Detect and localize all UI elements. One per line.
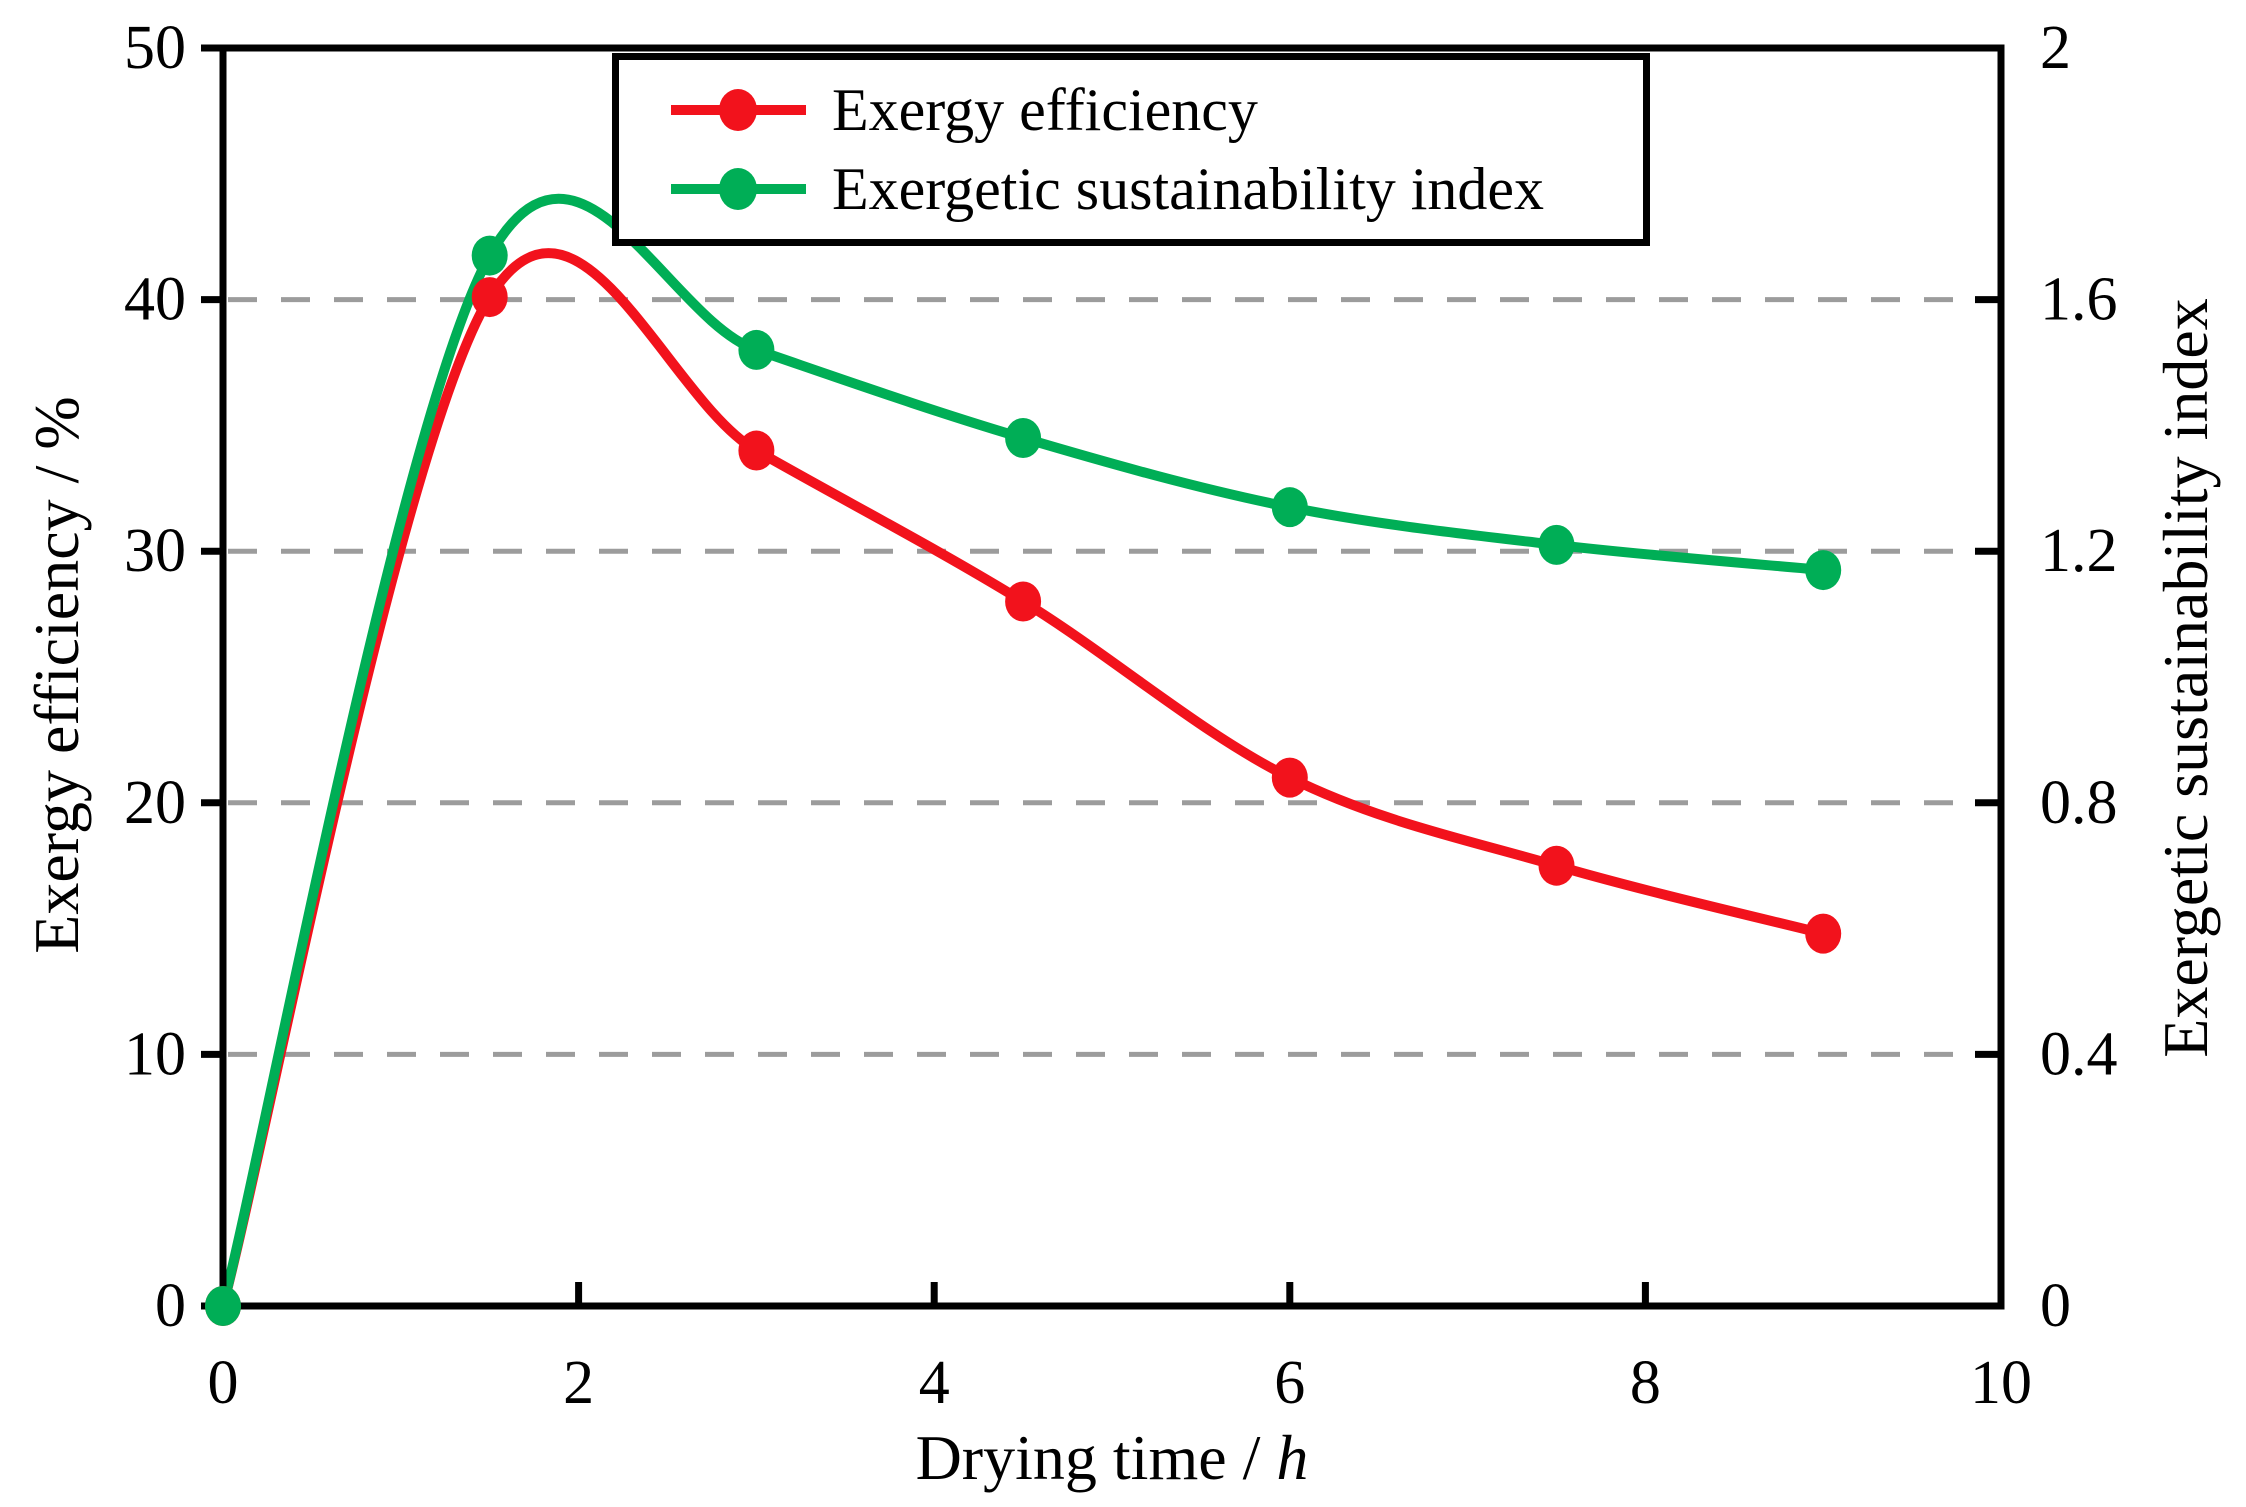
- data-point-marker: [1805, 913, 1842, 954]
- axis-ticks: [201, 44, 2005, 1310]
- y-left-tick-label: 40: [124, 266, 186, 334]
- data-point-marker: [1538, 524, 1575, 565]
- y-left-tick-label: 0: [155, 1272, 186, 1340]
- x-axis-title: Drying time / h: [916, 1421, 1309, 1495]
- gridlines: [228, 297, 1996, 1057]
- data-point-marker: [1538, 845, 1575, 886]
- legend-marker-red-icon: [671, 88, 806, 131]
- series-line-1: [218, 193, 1824, 1308]
- y-right-axis-title: Exergetic sustainability index: [2150, 298, 2221, 1058]
- x-tick-label: 0: [208, 1349, 239, 1417]
- series-line-0: [218, 248, 1825, 1308]
- data-point-marker: [471, 277, 508, 318]
- plot-border: [219, 44, 2005, 1310]
- data-point-marker: [471, 235, 508, 276]
- x-axis-title-unit: h: [1276, 1422, 1309, 1493]
- data-point-marker: [738, 329, 775, 370]
- legend-entry-exergetic-sustainability-index: Exergetic sustainability index: [671, 159, 1643, 219]
- legend-label-exergetic-sustainability-index: Exergetic sustainability index: [832, 156, 1545, 223]
- legend-marker-green-icon: [671, 168, 806, 211]
- data-point-marker: [1005, 581, 1042, 622]
- y-left-tick-label: 10: [124, 1020, 186, 1088]
- x-tick-label: 2: [563, 1349, 594, 1417]
- data-point-marker: [1271, 757, 1308, 798]
- x-tick-label: 8: [1630, 1349, 1661, 1417]
- data-point-markers: [205, 235, 1842, 1326]
- y-right-tick-label: 0.8: [2040, 769, 2118, 837]
- y-right-tick-label: 1.2: [2040, 517, 2118, 585]
- y-left-tick-label: 20: [124, 769, 186, 837]
- y-left-axis-title: Exergy efficiency / %: [21, 396, 92, 954]
- legend-label-exergy-efficiency: Exergy efficiency: [832, 76, 1258, 143]
- x-tick-label: 4: [919, 1349, 950, 1417]
- data-point-marker: [1271, 487, 1308, 528]
- data-point-marker: [205, 1286, 241, 1326]
- x-tick-label: 10: [1970, 1349, 2032, 1417]
- y-right-tick-label: 0.4: [2040, 1020, 2118, 1088]
- y-right-tick-label: 1.6: [2040, 266, 2118, 334]
- data-point-marker: [1005, 417, 1042, 458]
- legend-entry-exergy-efficiency: Exergy efficiency: [671, 80, 1643, 140]
- data-point-marker: [1805, 550, 1842, 591]
- x-tick-label: 6: [1274, 1349, 1305, 1417]
- y-right-tick-label: 2: [2040, 14, 2071, 82]
- x-axis-title-text: Drying time /: [915, 1422, 1277, 1493]
- y-left-tick-label: 50: [124, 14, 186, 82]
- data-point-marker: [738, 430, 775, 471]
- y-right-tick-label: 0: [2040, 1272, 2071, 1340]
- series-lines: [218, 193, 1825, 1308]
- legend: Exergy efficiency Exergetic sustainabili…: [612, 53, 1650, 246]
- y-left-tick-label: 30: [124, 517, 186, 585]
